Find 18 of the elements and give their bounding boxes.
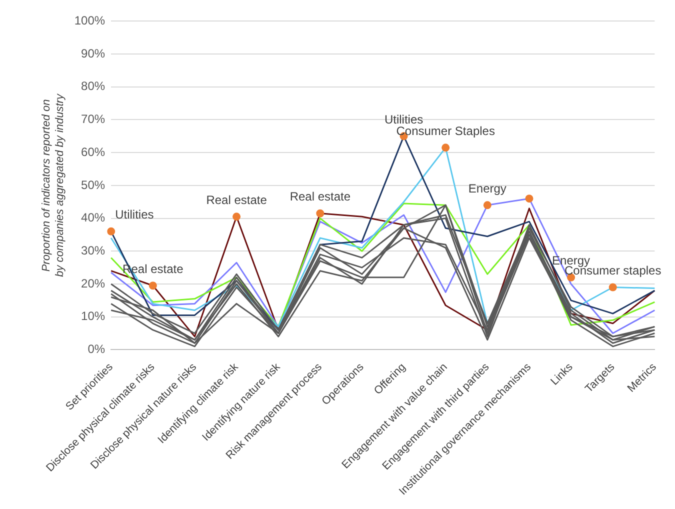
- y-tick-label: 40%: [81, 210, 106, 225]
- annotation: Utilities: [115, 208, 154, 222]
- y-tick-label: 10%: [81, 309, 106, 324]
- y-tick-label: 80%: [81, 79, 106, 94]
- annotation: Consumer Staples: [396, 124, 495, 138]
- y-axis-title: Proportion of indicators reported on by companies aggregated by industry: [40, 92, 66, 277]
- y-tick-label: 0%: [88, 342, 106, 356]
- annotation: Energy: [468, 181, 506, 196]
- y-tick-label: 90%: [81, 46, 106, 60]
- y-tick-label: 30%: [81, 243, 106, 258]
- y-tick-label: 60%: [81, 144, 106, 159]
- y-tick-label: 100%: [74, 14, 106, 28]
- y-tick-label: 50%: [81, 178, 106, 192]
- y-tick-label: 20%: [81, 276, 106, 290]
- y-tick-label: 70%: [81, 112, 106, 126]
- annotation: Real estate: [206, 192, 268, 207]
- annotation: Utilities: [384, 112, 424, 126]
- annotation: Real estate: [290, 190, 351, 204]
